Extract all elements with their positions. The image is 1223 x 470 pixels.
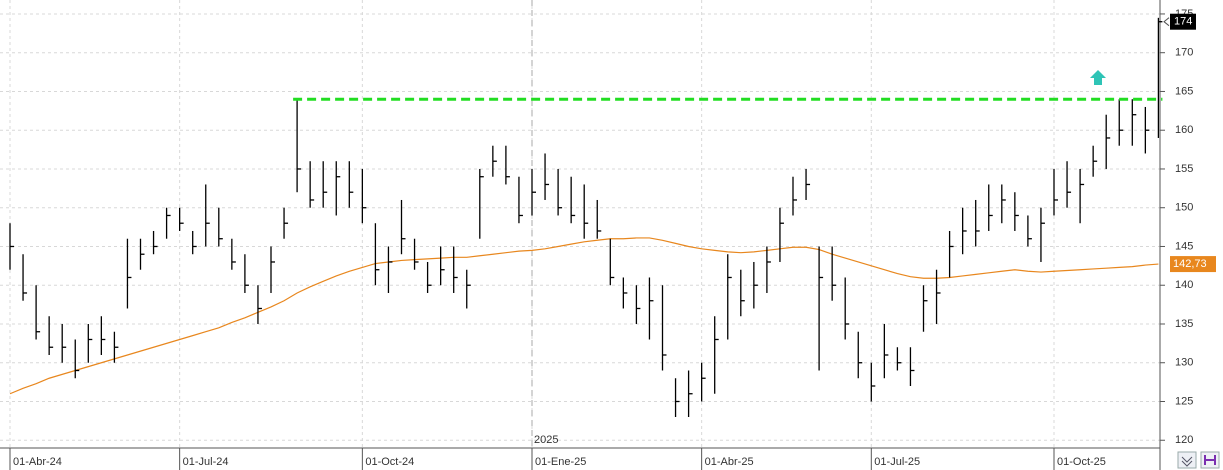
save-icon <box>1204 455 1216 465</box>
y-tick-label: 130 <box>1175 357 1193 369</box>
moving-average-line <box>9 237 1159 395</box>
up-arrow-icon <box>1090 70 1106 85</box>
year-label: 2025 <box>534 434 558 446</box>
y-tick-label: 160 <box>1175 124 1193 136</box>
y-tick-label: 145 <box>1175 240 1193 252</box>
y-tick-label: 125 <box>1175 395 1193 407</box>
x-tick-label: 01-Abr-25 <box>705 456 754 468</box>
save-button[interactable] <box>1200 451 1220 469</box>
scroll-button[interactable] <box>1177 451 1197 469</box>
x-tick-label: 01-Jul-25 <box>874 456 920 468</box>
x-tick-label: 01-Jul-24 <box>183 456 229 468</box>
x-tick-label: 01-Oct-25 <box>1057 456 1106 468</box>
x-tick-label: 01-Ene-25 <box>535 456 586 468</box>
chevron <box>1181 456 1193 463</box>
chevron <box>1181 460 1193 467</box>
y-tick-label: 155 <box>1175 163 1193 175</box>
y-tick-label: 165 <box>1175 85 1193 97</box>
ma-price-label: 142,73 <box>1173 258 1207 270</box>
y-tick-label: 170 <box>1175 47 1193 59</box>
last-price-box <box>1170 13 1196 30</box>
x-tick-label: 01-Oct-24 <box>365 456 414 468</box>
last-price-label: 174 <box>1174 16 1192 28</box>
ma-price-box <box>1170 256 1216 273</box>
button-frame[interactable] <box>1177 451 1197 469</box>
x-tick-label: 01-Abr-24 <box>13 456 62 468</box>
y-tick-label: 150 <box>1175 202 1193 214</box>
last-price-pointer <box>1163 17 1170 27</box>
y-tick-label: 135 <box>1175 318 1193 330</box>
y-tick-label: 120 <box>1175 434 1193 446</box>
y-tick-label: 140 <box>1175 279 1193 291</box>
